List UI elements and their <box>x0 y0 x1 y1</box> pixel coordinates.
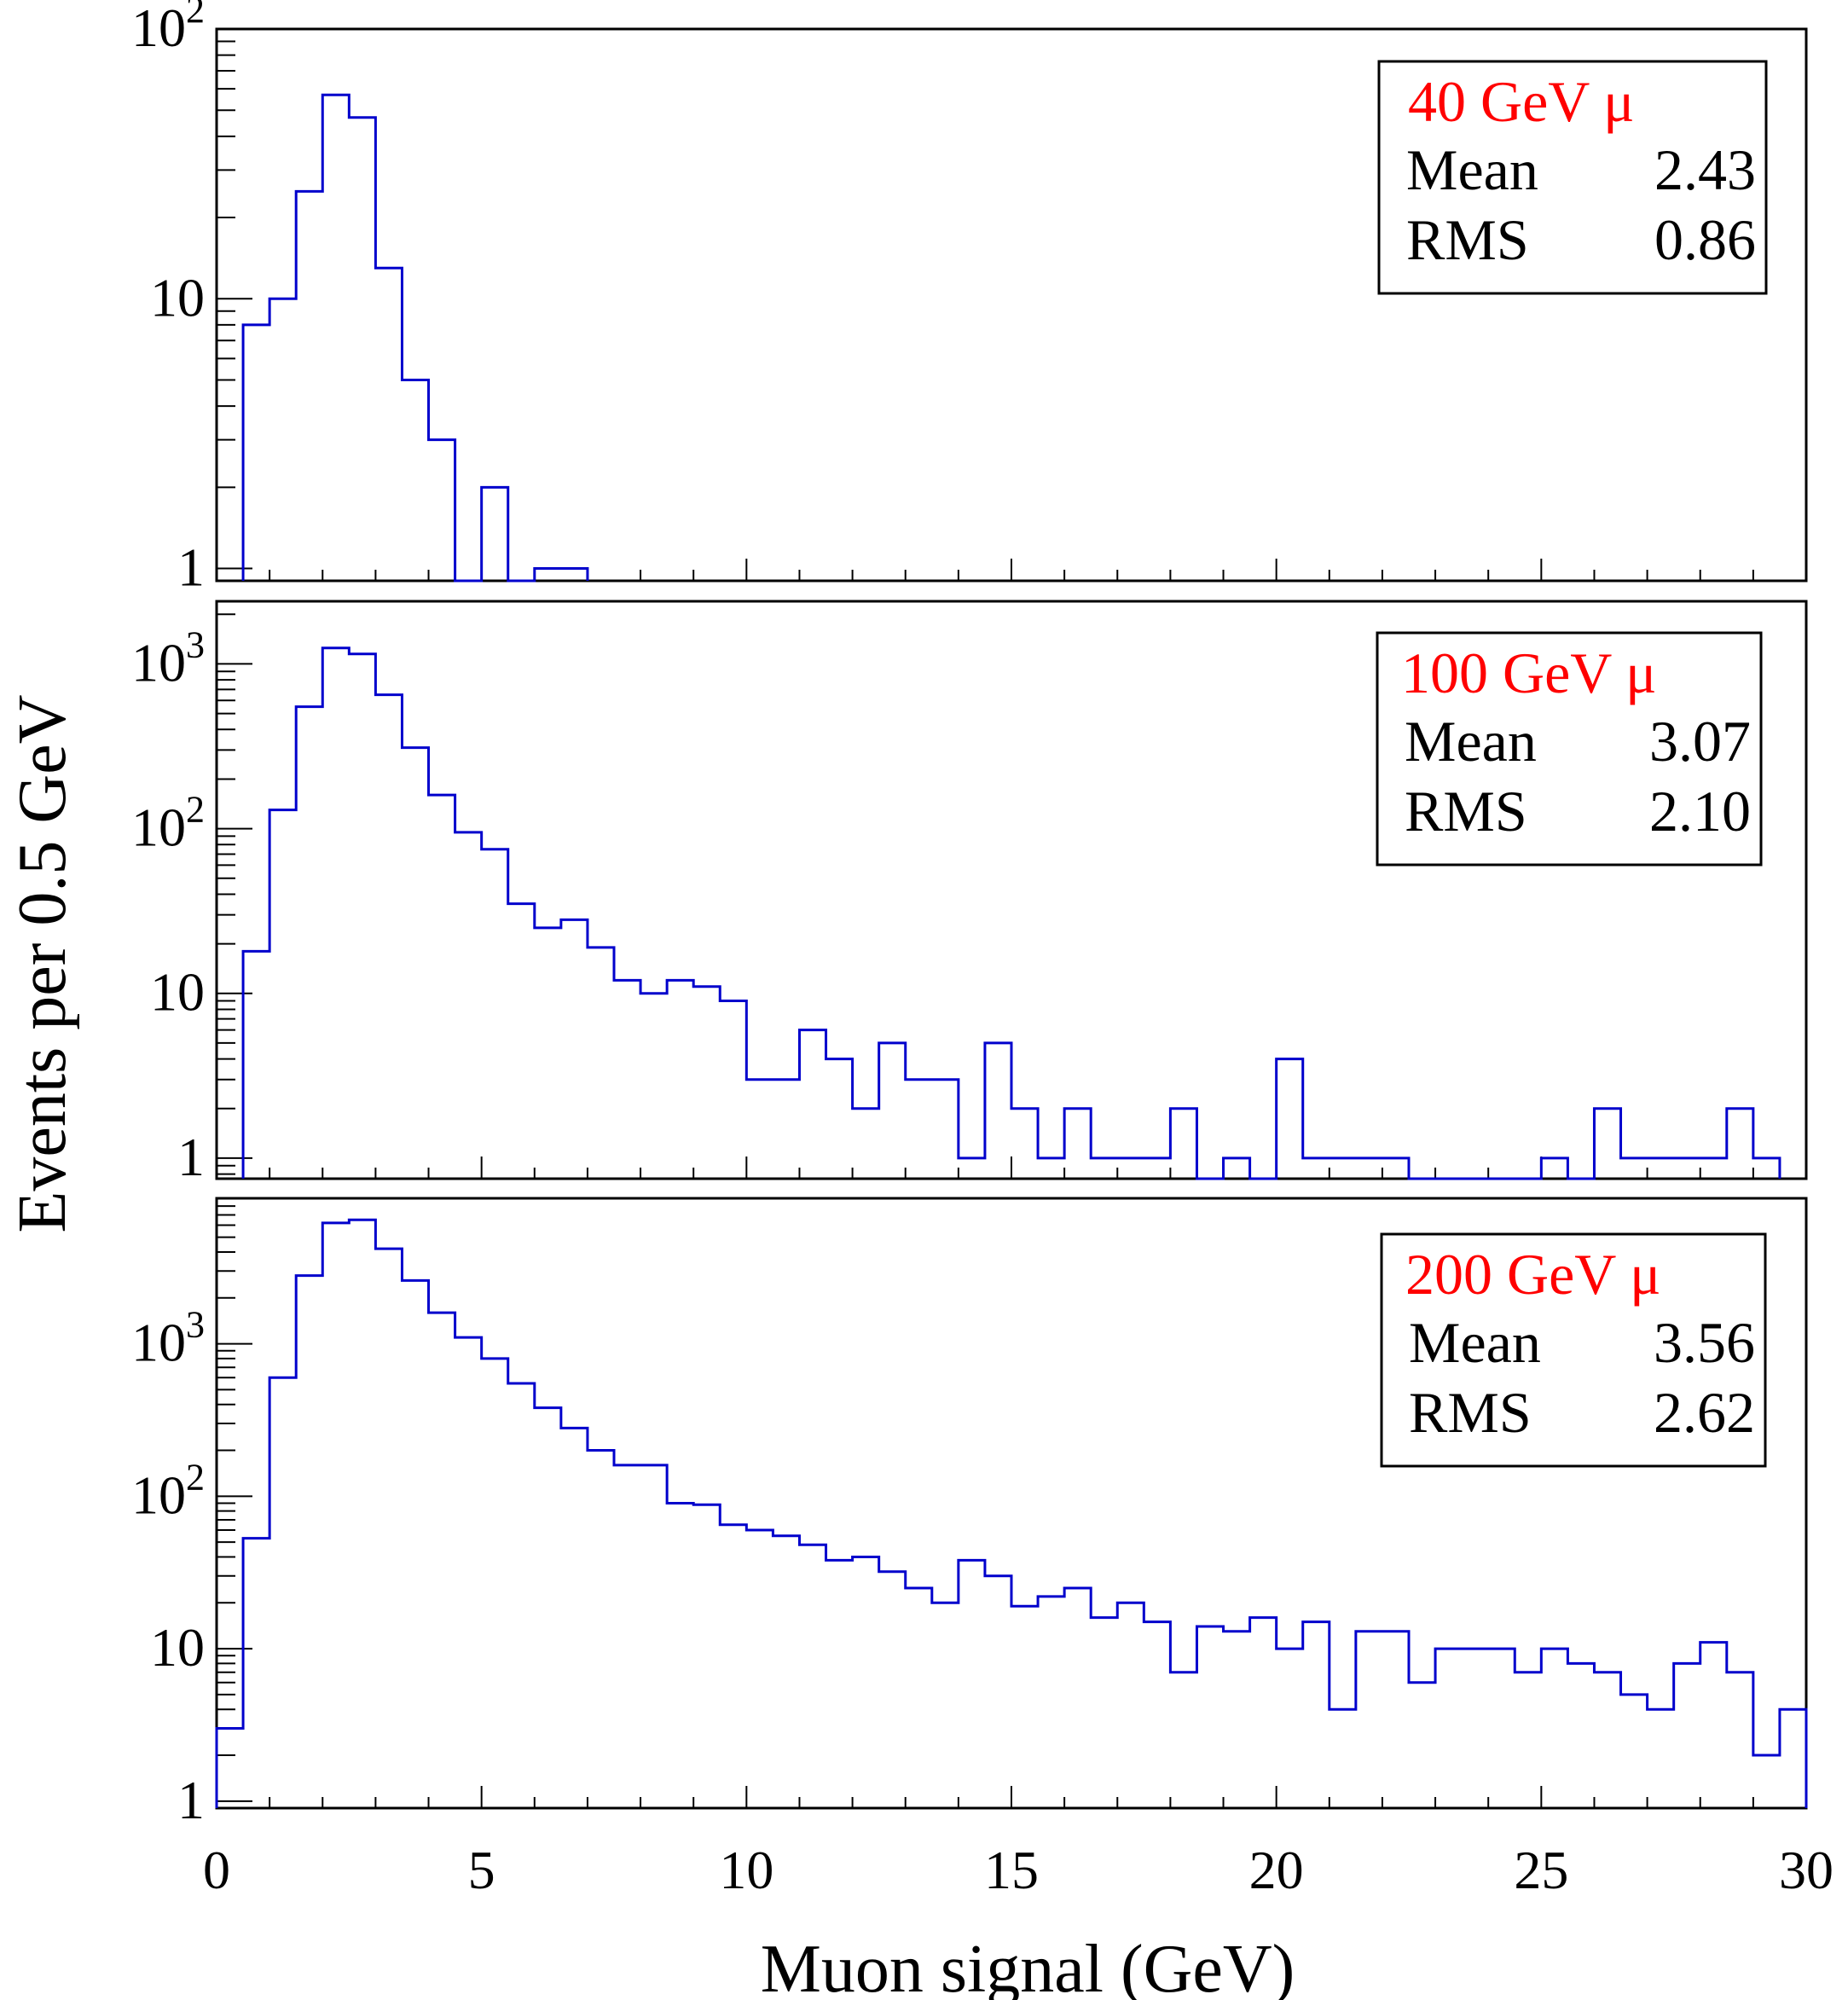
x-tick-label: 5 <box>468 1840 495 1900</box>
stat-label: Mean <box>1405 709 1537 774</box>
y-tick-label: 102 <box>131 0 205 58</box>
y-tick-label: 102 <box>131 1456 205 1525</box>
y-tick-label: 10 <box>150 962 205 1023</box>
x-tick-label: 30 <box>1779 1840 1834 1900</box>
y-tick-label: 102 <box>131 789 205 858</box>
stat-label: RMS <box>1409 1380 1532 1445</box>
histogram-line <box>241 646 1781 1180</box>
stat-value: 3.56 <box>1654 1310 1755 1375</box>
x-axis-label: Muon signal (GeV) <box>761 1932 1295 2000</box>
x-tick-labels: 0 5 10 15 20 25 30 <box>203 1840 1834 1900</box>
y-tick-label: 103 <box>131 623 205 693</box>
beam-label: 100 GeV μ <box>1401 641 1657 705</box>
beam-label: 40 GeV μ <box>1408 69 1635 134</box>
x-tick-label: 25 <box>1514 1840 1568 1900</box>
stat-value: 3.07 <box>1649 709 1751 774</box>
beam-label: 200 GeV μ <box>1405 1242 1661 1307</box>
y-tick-label: 1 <box>177 537 205 598</box>
x-tick-label: 0 <box>203 1840 230 1900</box>
stat-label: RMS <box>1405 779 1527 843</box>
stat-value: 2.10 <box>1649 779 1751 843</box>
x-tick-label: 20 <box>1249 1840 1304 1900</box>
y-tick-label: 1 <box>177 1770 205 1830</box>
stat-value: 2.43 <box>1654 137 1756 202</box>
stat-label: RMS <box>1406 207 1529 272</box>
x-tick-label: 10 <box>719 1840 773 1900</box>
stats-box <box>1380 1232 1767 1468</box>
histogram-line <box>241 93 589 583</box>
y-axis-label: Events per 0.5 GeV <box>5 695 80 1233</box>
y-tick-label: 103 <box>131 1304 205 1373</box>
stat-label: Mean <box>1409 1310 1541 1375</box>
histogram-line <box>215 1218 1808 1808</box>
y-tick-label: 10 <box>150 1617 205 1678</box>
stat-value: 2.62 <box>1654 1380 1755 1445</box>
stats-box <box>1376 631 1763 867</box>
y-tick-label: 10 <box>150 267 205 328</box>
stat-value: 0.86 <box>1654 207 1756 272</box>
stat-label: Mean <box>1406 137 1538 202</box>
y-tick-label: 1 <box>177 1127 205 1187</box>
stats-box <box>1377 60 1768 295</box>
x-tick-label: 15 <box>984 1840 1039 1900</box>
